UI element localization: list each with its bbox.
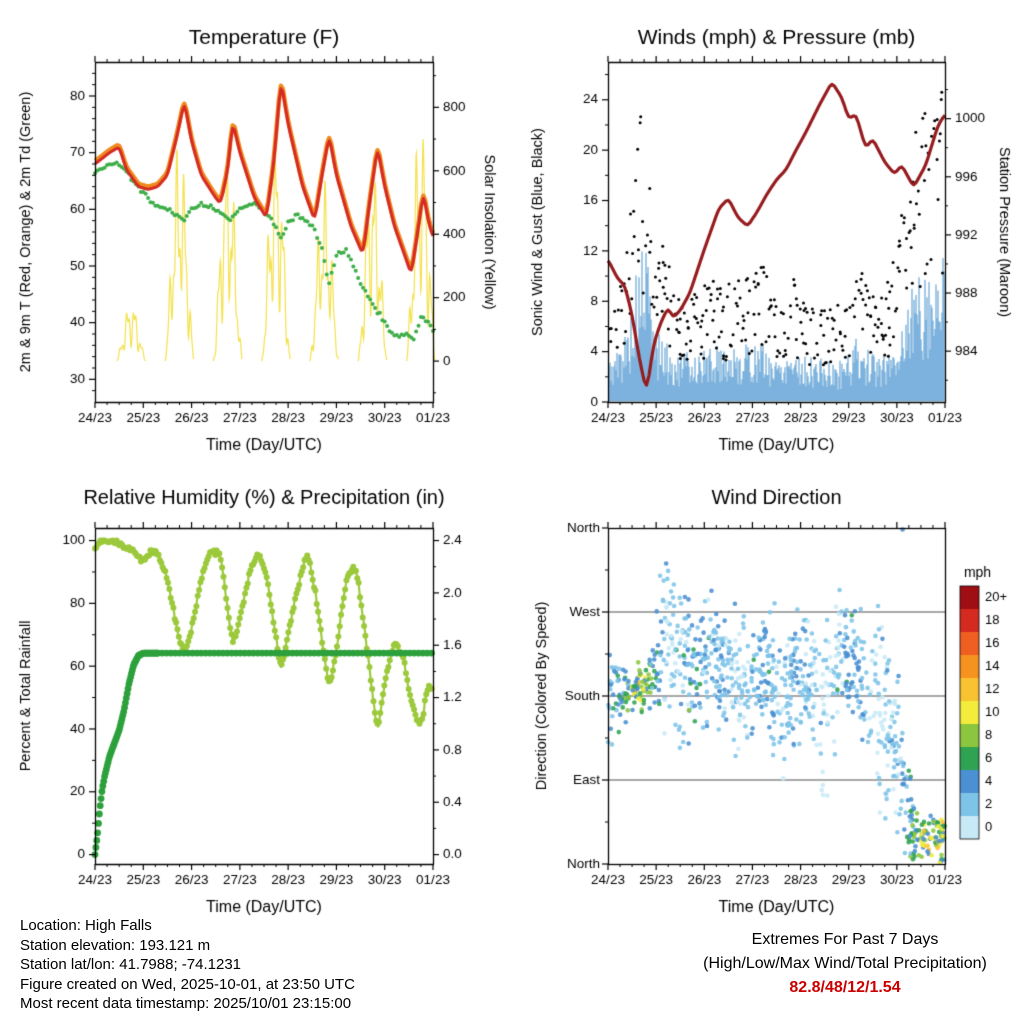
temperature-chart — [0, 0, 512, 460]
extremes-subtitle: (High/Low/Max Wind/Total Precipitation) — [703, 955, 987, 972]
wind-direction-chart — [512, 460, 1024, 920]
station-elevation: Station elevation: 193.121 m — [20, 936, 211, 954]
humidity-precip-chart — [0, 460, 512, 920]
extremes-summary: Extremes For Past 7 Days (High/Low/Max W… — [640, 928, 1024, 1000]
data-timestamp: Most recent data timestamp: 2025/10/01 2… — [20, 995, 352, 1012]
winds-pressure-chart — [512, 0, 1024, 460]
extremes-title: Extremes For Past 7 Days — [751, 931, 939, 948]
station-info: Location: High Falls Station elevation: … — [20, 916, 355, 1014]
station-latlon: Station lat/lon: 41.7988; -74.1231 — [20, 956, 242, 973]
station-location: Location: High Falls — [20, 917, 152, 934]
extremes-values: 82.8/48/12/1.54 — [789, 979, 901, 996]
figure-created: Figure created on Wed, 2025-10-01, at 23… — [20, 975, 355, 993]
